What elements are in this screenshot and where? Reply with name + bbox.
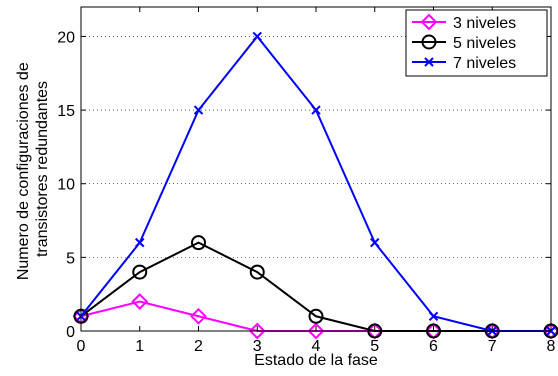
x-axis-label: Estado de la fase [254, 352, 378, 369]
data-point [132, 264, 148, 280]
legend-entry: 7 niveles [412, 55, 516, 72]
data-point [307, 322, 325, 340]
x-tick-label: 1 [135, 338, 144, 355]
data-point [190, 307, 207, 325]
data-point [193, 105, 204, 115]
data-point [252, 31, 262, 42]
x-tick-label: 0 [77, 338, 86, 355]
data-point [370, 237, 380, 248]
data-point [191, 235, 206, 251]
x-tick-label: 7 [488, 338, 497, 355]
y-tick-label: 15 [57, 103, 75, 120]
data-point [249, 264, 265, 280]
legend: 3 niveles 5 niveles 7 niveles [405, 9, 548, 77]
x-tick-label: 5 [370, 338, 379, 355]
data-point [428, 311, 439, 321]
y-axis-label-line-2: transistores redundantes [34, 81, 51, 257]
series-layer [72, 31, 558, 340]
y-axis-label: Numero de configuraciones de transistore… [15, 58, 51, 280]
data-point [311, 105, 321, 115]
y-tick-label: 10 [57, 177, 75, 194]
x-tick-label: 2 [194, 338, 203, 355]
y-tick-label: 0 [66, 324, 75, 341]
series-7-niveles [76, 31, 556, 336]
legend-label: 3 niveles [453, 15, 516, 32]
legend-entry: 5 niveles [412, 34, 516, 52]
data-point [421, 34, 437, 50]
data-point [420, 13, 438, 31]
tick-labels: 0 1 2 3 4 5 6 7 8 0 5 10 15 20 [57, 29, 555, 355]
x-tick-label: 6 [429, 338, 438, 355]
series-5-niveles [73, 235, 558, 339]
legend-entry: 3 niveles [412, 13, 516, 32]
data-point [424, 57, 434, 67]
y-tick-label: 20 [57, 29, 75, 46]
x-tick-label: 8 [547, 338, 556, 355]
series-line [80, 34, 551, 332]
x-tick-label: 3 [253, 338, 262, 355]
axes [80, 6, 552, 332]
x-tick-label: 4 [312, 338, 321, 355]
y-axis-label-line-1: Numero de configuraciones de [15, 62, 32, 280]
data-point [135, 237, 145, 248]
legend-label: 5 niveles [453, 35, 516, 52]
data-point [308, 308, 324, 324]
series-line [80, 241, 551, 332]
data-point [131, 293, 149, 310]
data-point [248, 322, 266, 340]
y-tick-label: 5 [66, 250, 75, 267]
legend-label: 7 niveles [453, 55, 516, 72]
